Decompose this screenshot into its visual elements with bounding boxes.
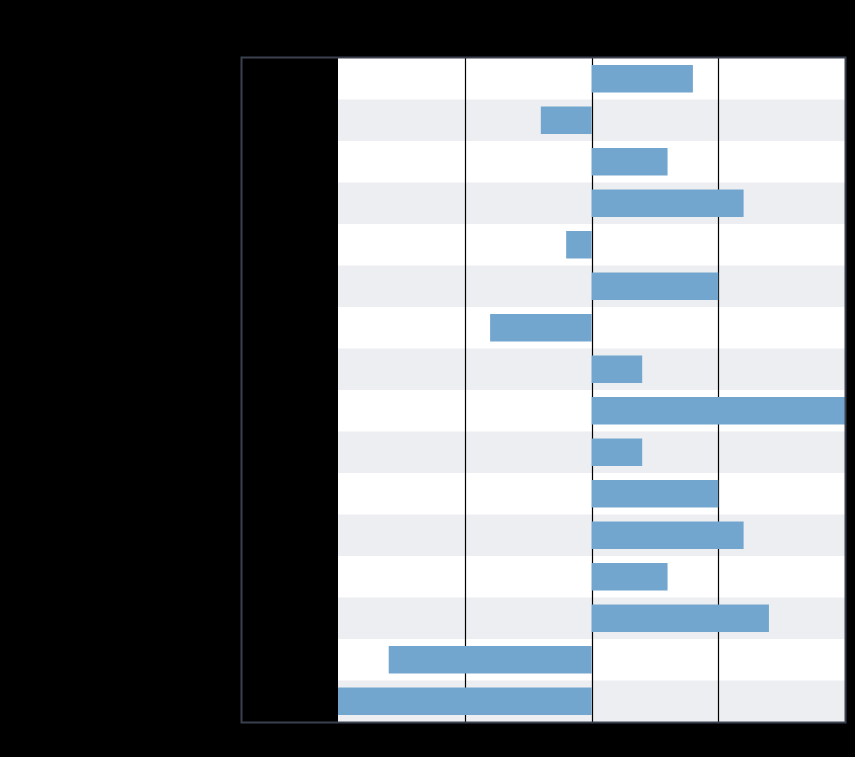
bar (591, 563, 668, 591)
plot-frame (240, 56, 847, 724)
bar (591, 438, 643, 466)
bar (591, 604, 769, 632)
bar (591, 521, 744, 549)
bar (591, 148, 668, 176)
bar (338, 687, 592, 715)
category-label-panel (242, 58, 338, 722)
bar (591, 65, 693, 93)
bar (591, 480, 719, 508)
bar (591, 355, 643, 383)
bar (388, 646, 592, 674)
row-bands (338, 58, 845, 722)
bar (591, 397, 845, 425)
bar (566, 231, 592, 259)
bar (540, 106, 592, 134)
bar (591, 189, 744, 217)
bar (591, 272, 719, 300)
bars (338, 65, 845, 715)
bar (490, 314, 592, 342)
